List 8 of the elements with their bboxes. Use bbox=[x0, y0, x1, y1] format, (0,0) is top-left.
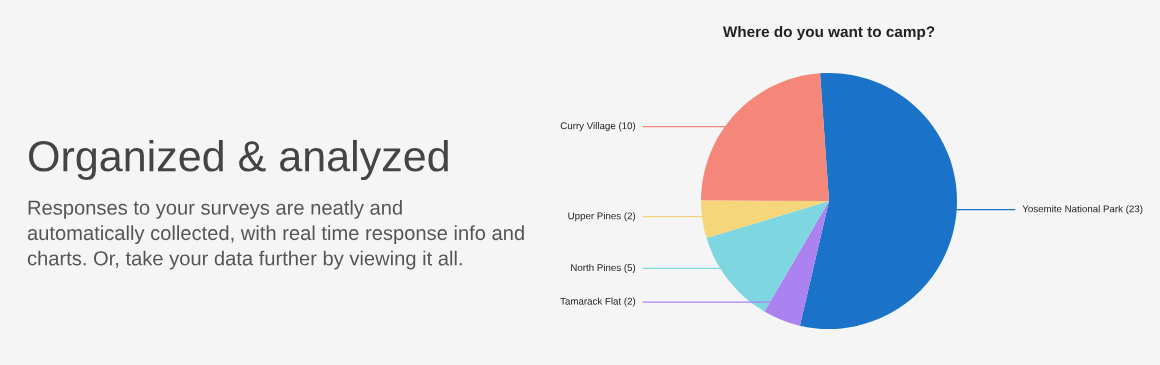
slice-label: North Pines (5) bbox=[571, 263, 636, 273]
slice-label: Yosemite National Park (23) bbox=[1022, 205, 1143, 215]
slice-label: Upper Pines (2) bbox=[568, 212, 636, 222]
text: Organized & analyzed bbox=[29, 139, 448, 181]
chart-title: Where do you want to camp? bbox=[722, 25, 935, 41]
slice-label: Tamarack Flat (2) bbox=[560, 297, 636, 307]
text: Responses to your surveys are neatly and automatically collected, with real time response info and charts. Or, take your data further by viewing it all. bbox=[27, 200, 524, 270]
slice-label: Curry Village (10) bbox=[560, 122, 636, 132]
